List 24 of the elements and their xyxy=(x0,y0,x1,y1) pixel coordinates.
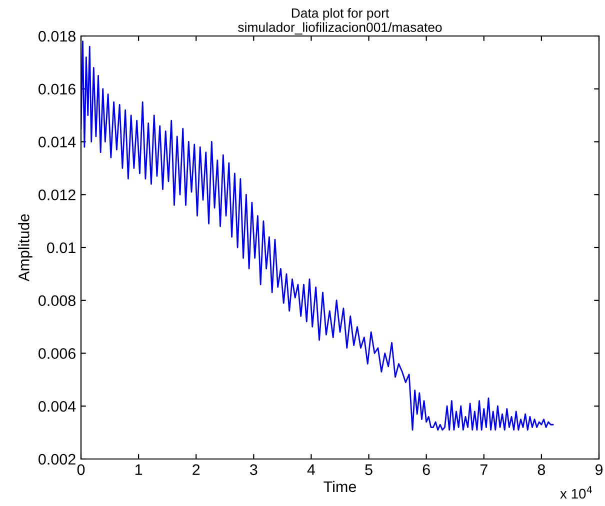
x-tick-label: 8 xyxy=(538,464,546,476)
x-tick-label: 9 xyxy=(595,464,603,476)
text: x 10$^{4}$ xyxy=(560,486,592,499)
y-tick-label: 0.004 xyxy=(38,400,76,412)
x-tick-label: 0 xyxy=(77,464,85,476)
y-tick-label: 0.014 xyxy=(38,136,76,148)
x-tick-label: 1 xyxy=(135,464,142,475)
line-series xyxy=(81,40,554,431)
chart-title: Data plot for port simulador_liofilizacion001/masateo xyxy=(238,8,442,34)
x-tick-label: 5 xyxy=(365,464,372,476)
x-tick-label: 6 xyxy=(422,464,430,476)
y-tick-label: 0.012 xyxy=(38,189,76,200)
y-axis-title: Amplitude xyxy=(18,214,32,282)
x-tick-label: 3 xyxy=(250,464,258,476)
x-tick-label: 4 xyxy=(307,464,316,475)
y-tick-label: 0.01 xyxy=(47,242,76,254)
x-tick-label: 2 xyxy=(192,464,200,475)
x-tick-label: 7 xyxy=(480,464,488,475)
x-axis-title: Time xyxy=(324,480,356,492)
y-tick-label: 0.006 xyxy=(38,348,76,359)
y-tick-label: 0.018 xyxy=(38,30,76,42)
y-tick-label: 0.002 xyxy=(38,454,76,465)
y-tick-label: 0.016 xyxy=(38,84,76,95)
y-tick-label: 0.008 xyxy=(38,295,76,306)
